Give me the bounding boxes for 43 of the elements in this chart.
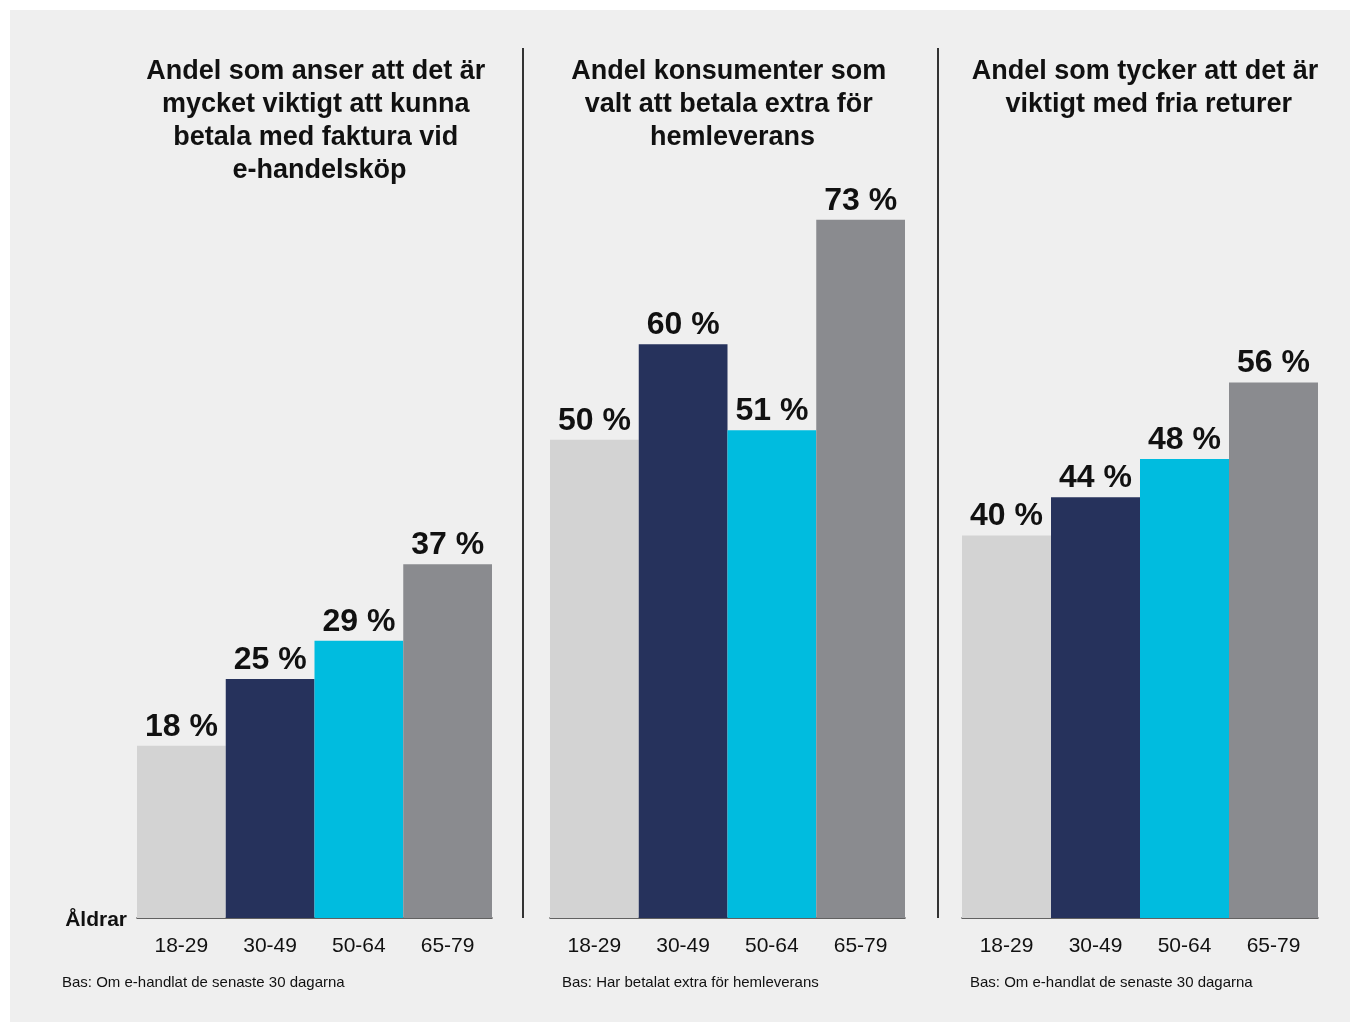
chart-title: Andel som tycker att det är viktigt med fria returer <box>971 54 1319 118</box>
x-tick-label: 30-49 <box>1068 933 1123 956</box>
bar <box>1051 497 1140 918</box>
bar <box>403 564 492 918</box>
bar <box>550 439 639 918</box>
x-tick-label: 65-79 <box>420 933 475 956</box>
x-tick-label: 30-49 <box>656 933 710 956</box>
bar <box>137 745 226 918</box>
x-tick-label: 18-29 <box>979 933 1034 956</box>
x-tick-label: 18-29 <box>567 933 622 956</box>
data-label: 48 % <box>1148 419 1221 456</box>
x-tick-label: 30-49 <box>243 933 297 956</box>
data-label: 37 % <box>411 525 485 562</box>
x-tick-label: 50-64 <box>1157 933 1212 956</box>
data-label: 60 % <box>646 305 720 342</box>
x-axis-title: Åldrar <box>65 906 127 930</box>
bar <box>225 678 315 918</box>
data-label: 44 % <box>1059 458 1132 495</box>
x-tick-label: 65-79 <box>1246 933 1301 956</box>
data-label: 29 % <box>322 601 396 638</box>
bar <box>816 219 905 918</box>
data-label: 18 % <box>144 706 218 743</box>
chart-title: Andel som anser att det är mycket viktigt att kunna betala med faktura vid e-handelsköp <box>146 54 493 184</box>
data-label: 25 % <box>233 639 307 676</box>
bar <box>638 344 728 918</box>
text: Bas: Om e-handlat de senaste 30 dagarna <box>970 973 1254 990</box>
data-label: 73 % <box>824 180 898 217</box>
data-label: 50 % <box>557 400 631 437</box>
data-label: 51 % <box>735 391 809 428</box>
bar <box>1140 458 1229 918</box>
bar <box>1229 382 1318 918</box>
x-tick-label: 50-64 <box>332 933 387 956</box>
x-tick-label: 65-79 <box>833 933 888 956</box>
data-label: 40 % <box>970 496 1043 533</box>
bar <box>314 640 404 918</box>
bar <box>962 535 1051 918</box>
bar <box>727 430 817 918</box>
x-tick-label: 50-64 <box>745 933 800 956</box>
chart-title: Andel konsumenter som valt att betala extra för hemleverans <box>571 54 894 151</box>
text: Bas: Har betalat extra för hemleverans <box>562 973 819 990</box>
text: Bas: Om e-handlat de senaste 30 dagarna <box>62 973 346 990</box>
data-label: 56 % <box>1237 343 1310 380</box>
x-tick-label: 18-29 <box>154 933 209 956</box>
